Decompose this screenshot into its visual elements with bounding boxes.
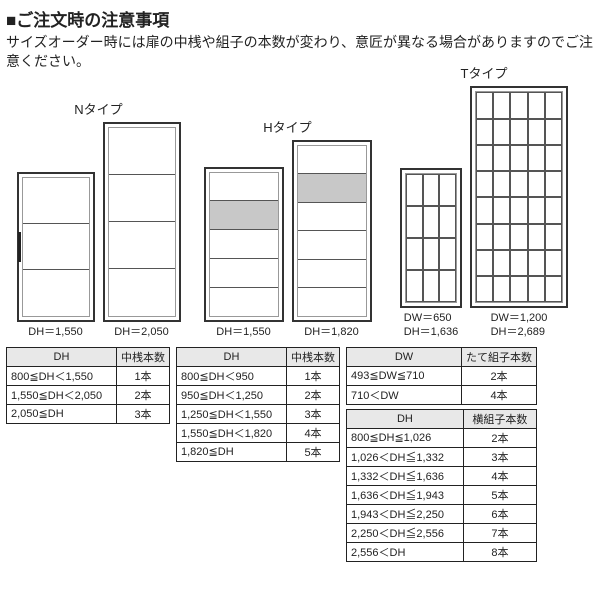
door-caption: DW＝1,200 DH＝2,689 (491, 312, 548, 338)
value-cell: 5本 (287, 442, 340, 461)
value-cell: 1本 (287, 366, 340, 385)
range-cell: 800≦DH＜1,550 (7, 366, 117, 385)
table-row: 950≦DH＜1,2502本 (177, 385, 340, 404)
range-cell: 800≦DH≦1,026 (347, 428, 464, 447)
table-n: DH中桟本数800≦DH＜1,5501本1,550≦DH＜2,0502本2,05… (6, 347, 170, 424)
table-row: 2,250＜DH≦2,5567本 (347, 523, 537, 542)
page-title: ■ご注文時の注意事項 (6, 6, 594, 31)
col-header: 中桟本数 (117, 347, 170, 366)
table-row: 1,250≦DH＜1,5503本 (177, 404, 340, 423)
range-cell: 1,820≦DH (177, 442, 287, 461)
type-label: Tタイプ (461, 63, 508, 82)
table-row: 1,026＜DH≦1,3323本 (347, 447, 537, 466)
range-cell: 710＜DW (347, 385, 462, 404)
value-cell: 7本 (463, 523, 536, 542)
range-cell: 1,550≦DH＜2,050 (7, 385, 117, 404)
value-cell: 3本 (117, 404, 170, 423)
range-cell: 1,250≦DH＜1,550 (177, 404, 287, 423)
value-cell: 5本 (463, 485, 536, 504)
door: DW＝650 DH＝1,636 (400, 168, 462, 338)
value-cell: 1本 (117, 366, 170, 385)
col-header: DH (7, 347, 117, 366)
range-cell: 950≦DH＜1,250 (177, 385, 287, 404)
value-cell: 3本 (287, 404, 340, 423)
range-cell: 493≦DW≦710 (347, 366, 462, 385)
table-row: 493≦DW≦7102本 (347, 366, 537, 385)
value-cell: 2本 (462, 366, 537, 385)
range-cell: 2,556＜DH (347, 542, 464, 561)
type-group-H: Hタイプ DH＝1,550 DH＝1,820 (195, 117, 380, 339)
value-cell: 2本 (287, 385, 340, 404)
table-row: 2,050≦DH3本 (7, 404, 170, 423)
table-row: 1,550≦DH＜1,8204本 (177, 423, 340, 442)
range-cell: 1,943＜DH≦2,250 (347, 504, 464, 523)
type-label: Hタイプ (263, 117, 311, 136)
col-header: DW (347, 347, 462, 366)
door-handle (18, 232, 21, 262)
range-cell: 800≦DH＜950 (177, 366, 287, 385)
table-row: 1,820≦DH5本 (177, 442, 340, 461)
door: DH＝1,820 (292, 140, 372, 339)
value-cell: 2本 (117, 385, 170, 404)
door: DW＝1,200 DH＝2,689 (470, 86, 568, 338)
door-caption: DH＝2,050 (114, 326, 168, 339)
door-caption: DH＝1,550 (28, 326, 82, 339)
table-t-stack: DWたて組子本数493≦DW≦7102本710＜DW4本DH横組子本数800≦D… (346, 347, 537, 562)
type-label: Nタイプ (74, 99, 122, 118)
table-row: 710＜DW4本 (347, 385, 537, 404)
range-cell: 1,550≦DH＜1,820 (177, 423, 287, 442)
value-cell: 2本 (463, 428, 536, 447)
table-row: 1,332＜DH≦1,6364本 (347, 466, 537, 485)
door-caption: DW＝650 DH＝1,636 (404, 312, 458, 338)
table-row: 800≦DH≦1,0262本 (347, 428, 537, 447)
door-caption: DH＝1,550 (216, 326, 270, 339)
table-h: DH中桟本数800≦DH＜9501本950≦DH＜1,2502本1,250≦DH… (176, 347, 340, 462)
range-cell: 1,636＜DH≦1,943 (347, 485, 464, 504)
table-row: 1,636＜DH≦1,9435本 (347, 485, 537, 504)
range-cell: 2,250＜DH≦2,556 (347, 523, 464, 542)
value-cell: 4本 (463, 466, 536, 485)
table-row: 800≦DH＜1,5501本 (7, 366, 170, 385)
col-header: DH (177, 347, 287, 366)
col-header: たて組子本数 (462, 347, 537, 366)
table-row: 2,556＜DH8本 (347, 542, 537, 561)
value-cell: 6本 (463, 504, 536, 523)
col-header: DH (347, 409, 464, 428)
table-row: 1,550≦DH＜2,0502本 (7, 385, 170, 404)
tables-row: DH中桟本数800≦DH＜1,5501本1,550≦DH＜2,0502本2,05… (6, 347, 594, 562)
value-cell: 3本 (463, 447, 536, 466)
door-caption: DH＝1,820 (304, 326, 358, 339)
type-group-N: Nタイプ DH＝1,550 DH＝2,050 (6, 99, 191, 339)
door-diagrams: Nタイプ DH＝1,550 DH＝2,050 Hタイプ DH＝1,550 DH＝1,820… (6, 79, 594, 339)
door: DH＝1,550 (17, 172, 95, 339)
range-cell: 1,332＜DH≦1,636 (347, 466, 464, 485)
value-cell: 4本 (287, 423, 340, 442)
table-row: 1,943＜DH≦2,2506本 (347, 504, 537, 523)
door: DH＝1,550 (204, 167, 284, 339)
range-cell: 2,050≦DH (7, 404, 117, 423)
value-cell: 8本 (463, 542, 536, 561)
range-cell: 1,026＜DH≦1,332 (347, 447, 464, 466)
type-group-T: Tタイプ DW＝650 DH＝1,636 DW＝1,200 DH＝2,689 (384, 63, 584, 338)
value-cell: 4本 (462, 385, 537, 404)
table-t-dw: DWたて組子本数493≦DW≦7102本710＜DW4本 (346, 347, 537, 405)
table-t-dh: DH横組子本数800≦DH≦1,0262本1,026＜DH≦1,3323本1,3… (346, 409, 537, 562)
col-header: 中桟本数 (287, 347, 340, 366)
col-header: 横組子本数 (463, 409, 536, 428)
table-row: 800≦DH＜9501本 (177, 366, 340, 385)
door: DH＝2,050 (103, 122, 181, 339)
